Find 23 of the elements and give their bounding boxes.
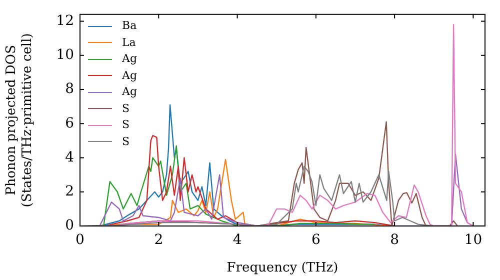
x-tick-label: 10 (464, 232, 482, 248)
legend-label: La (122, 34, 136, 50)
y-tick-label: 2 (65, 184, 74, 200)
x-tick-label: 6 (311, 232, 320, 248)
legend-label: S (122, 117, 130, 133)
y-tick-label: 10 (56, 46, 74, 63)
y-axis-title: Phonon projected DOS (States/THz·primitive cell) (4, 33, 35, 208)
x-tick-label: 2 (154, 232, 164, 248)
y-tick-label: 6 (65, 115, 74, 132)
legend-label: Ag (122, 84, 137, 100)
legend-label: S (122, 134, 130, 150)
x-tick-label: 4 (232, 232, 242, 248)
y-tick-label: 8 (65, 81, 74, 98)
legend-label: Ag (122, 51, 137, 67)
x-axis-title: Frequency (THz) (226, 260, 338, 276)
x-tick-label: 0 (76, 232, 84, 248)
x-tick-label: 8 (390, 232, 400, 248)
legend-label: Ba (122, 18, 137, 34)
legend-label: S (122, 100, 130, 116)
legend-label: Ag (122, 68, 137, 84)
y-tick-label: 12 (56, 12, 74, 29)
y-tick-label: 4 (65, 149, 74, 166)
y-tick-label: 0 (65, 218, 74, 234)
